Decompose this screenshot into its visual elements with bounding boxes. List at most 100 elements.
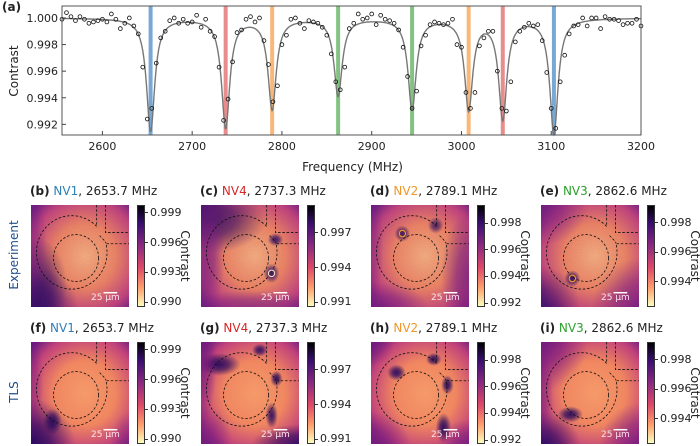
data-point — [589, 15, 594, 21]
data-point — [418, 43, 424, 49]
colorbar-tick — [315, 232, 318, 234]
nv-label: NV1 — [53, 184, 79, 198]
data-point — [176, 20, 181, 26]
resonator-inner-outline — [394, 235, 439, 282]
colorbar — [307, 205, 315, 307]
colorbar-tick — [485, 386, 488, 388]
data-point — [409, 106, 415, 111]
colorbar-tick — [485, 439, 488, 441]
data-point — [432, 19, 437, 25]
data-point — [73, 18, 78, 23]
y-tick-label: 1.000 — [27, 12, 59, 25]
resonance-marker-line — [500, 6, 505, 135]
scale-bar-label: 25 µm — [261, 430, 290, 440]
contrast-feature — [251, 343, 268, 357]
experiment-contrast-map — [31, 205, 129, 307]
data-point — [414, 88, 419, 94]
panel-a-label: (a) — [2, 0, 22, 14]
resonance-marker-line — [466, 6, 471, 135]
contrast-feature — [43, 408, 62, 435]
colorbar-tick-label: 0.993 — [150, 265, 182, 279]
measurement-noise — [201, 205, 299, 307]
data-point — [86, 20, 92, 26]
colorbar-tick — [145, 271, 148, 273]
data-point — [598, 26, 603, 31]
data-point — [113, 16, 119, 22]
scale-bar-label: 25 µm — [261, 293, 290, 303]
data-point — [68, 14, 74, 19]
data-point — [346, 26, 352, 31]
data-point — [266, 62, 271, 67]
data-point — [275, 83, 280, 89]
data-point — [382, 16, 388, 22]
colorbar-tick — [485, 275, 488, 277]
y-tick-label: 0.998 — [27, 39, 59, 52]
colorbar-tick-label: 0.997 — [320, 362, 352, 376]
data-point — [584, 23, 590, 29]
resonator-outer-outline — [206, 216, 277, 289]
contrast-feature — [270, 370, 283, 387]
contrast-feature — [387, 364, 406, 381]
resonator-inner-outline — [54, 235, 99, 282]
data-point — [481, 35, 487, 41]
colorbar-tick-label: 0.998 — [490, 216, 522, 229]
data-point — [535, 22, 541, 27]
colorbar-tick — [145, 212, 148, 214]
data-point — [127, 15, 132, 21]
measurement-noise — [371, 205, 469, 307]
data-point — [288, 16, 294, 22]
data-point — [548, 106, 554, 111]
data-point — [620, 22, 626, 27]
colorbar-tick — [485, 359, 488, 361]
colorbar-label: Contrast — [178, 367, 192, 419]
contrast-feature — [425, 352, 442, 366]
data-point — [194, 13, 199, 18]
panel-label: (g) — [200, 321, 220, 335]
data-point — [450, 16, 455, 22]
data-point — [495, 68, 500, 74]
panel-title: (e) NV3, 2862.6 MHz — [540, 184, 667, 198]
x-tick-label: 3100 — [537, 140, 565, 153]
colorbar-tick — [655, 359, 658, 361]
colorbar-tick — [315, 404, 318, 406]
feed-line-outline — [267, 205, 299, 244]
tls-contrast-map — [371, 342, 469, 444]
data-point — [140, 64, 146, 70]
contrast-feature — [599, 403, 639, 444]
data-point — [118, 26, 123, 31]
colorbar-tick — [145, 408, 148, 410]
data-point — [153, 60, 159, 66]
contrast-feature — [265, 402, 278, 429]
experiment-contrast-map — [201, 205, 299, 307]
data-point — [360, 16, 366, 22]
data-point — [337, 87, 343, 93]
colorbar — [477, 342, 485, 444]
data-point — [230, 59, 235, 65]
feed-line-outline — [437, 342, 469, 381]
nv-location-marker — [399, 230, 405, 237]
colorbar-tick — [655, 281, 658, 283]
data-point — [369, 11, 374, 17]
colorbar — [647, 342, 655, 444]
data-point — [162, 28, 168, 34]
experiment-contrast-map — [371, 205, 469, 307]
colorbar-tick — [655, 222, 658, 224]
panel-label: (e) — [540, 184, 560, 198]
colorbar-tick-label: 0.998 — [660, 215, 692, 229]
data-point — [454, 42, 460, 47]
colorbar-label: Contrast — [688, 230, 700, 282]
colorbar-tick — [485, 412, 488, 414]
data-point — [136, 31, 141, 37]
data-point — [324, 32, 330, 38]
data-point — [580, 15, 585, 21]
feed-line-outline — [97, 205, 129, 244]
data-point — [522, 24, 527, 30]
data-point — [562, 52, 567, 58]
data-point — [342, 64, 348, 70]
data-point — [513, 39, 518, 45]
plot-frame — [61, 5, 642, 136]
resonator-inner-outline — [224, 372, 269, 419]
data-point — [616, 18, 621, 23]
data-point — [64, 10, 69, 15]
data-point — [243, 16, 249, 22]
